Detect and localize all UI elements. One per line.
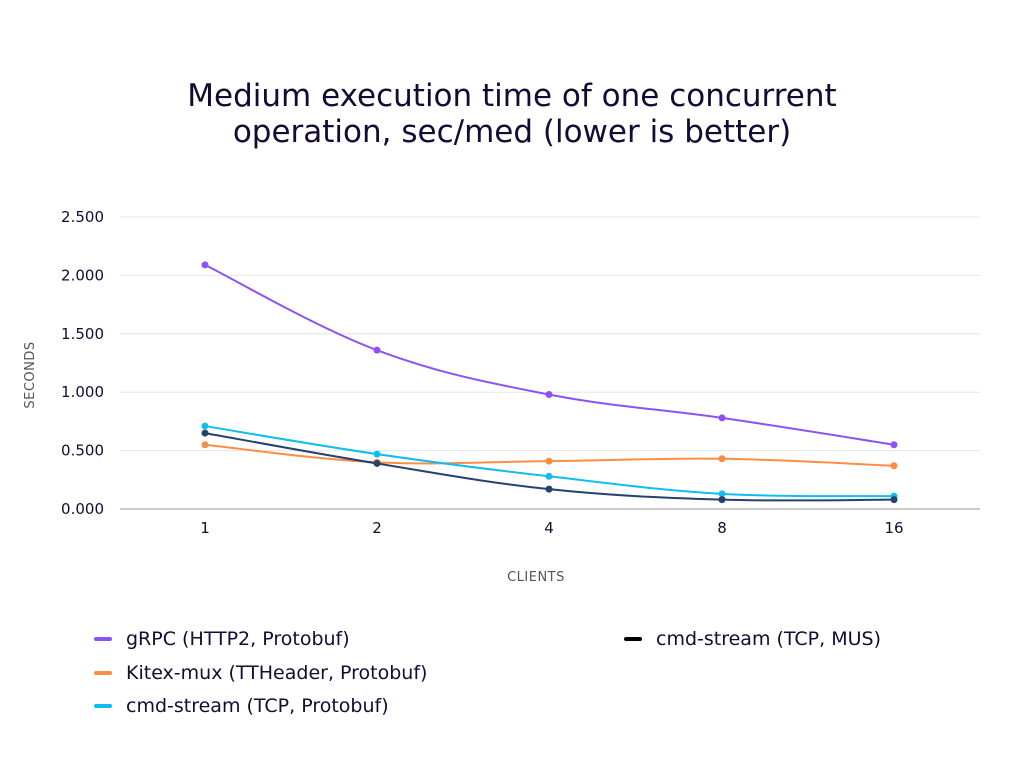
data-point (890, 462, 898, 470)
y-axis-title: SECONDS (23, 341, 38, 408)
data-point (718, 490, 726, 498)
y-tick-label: 1.000 (61, 383, 104, 401)
series-2 (201, 441, 898, 470)
series-1 (201, 261, 898, 449)
series-3 (201, 422, 898, 500)
x-axis-title: CLIENTS (507, 570, 565, 585)
data-point (718, 414, 726, 422)
data-point (545, 485, 553, 493)
y-tick-label: 2.000 (61, 266, 104, 284)
data-point (201, 441, 209, 449)
data-point (373, 450, 381, 458)
y-tick-label: 0.500 (61, 442, 104, 460)
data-point (545, 472, 553, 480)
data-point (201, 261, 209, 269)
data-point (373, 459, 381, 467)
data-point (201, 429, 209, 437)
data-point (890, 496, 898, 504)
x-tick-label: 1 (200, 519, 210, 537)
chart-title-line-2: operation, sec/med (lower is better) (232, 114, 792, 150)
y-tick-label: 1.500 (61, 325, 104, 343)
data-point (545, 391, 553, 399)
x-tick-label: 16 (884, 519, 903, 537)
chart-title: Medium execution time of one concurrent … (0, 78, 1024, 150)
data-point (373, 346, 381, 354)
chart-title-line-1: Medium execution time of one concurrent (187, 78, 837, 114)
x-tick-label: 4 (544, 519, 554, 537)
data-point (201, 422, 209, 430)
gridlines (120, 216, 980, 510)
x-tick-labels: 1 2 4 8 16 (200, 519, 903, 537)
series-line (204, 263, 895, 446)
data-point (545, 457, 553, 465)
y-tick-label: 0.000 (61, 500, 104, 518)
data-point (890, 441, 898, 449)
x-tick-label: 8 (717, 519, 727, 537)
x-tick-label: 2 (372, 519, 382, 537)
data-point (718, 496, 726, 504)
series-4 (201, 429, 898, 504)
data-point (718, 455, 726, 463)
series-lines (201, 261, 898, 504)
y-tick-labels: 0.000 0.500 1.000 1.500 2.000 2.500 (61, 208, 104, 518)
y-tick-label: 2.500 (61, 208, 104, 226)
